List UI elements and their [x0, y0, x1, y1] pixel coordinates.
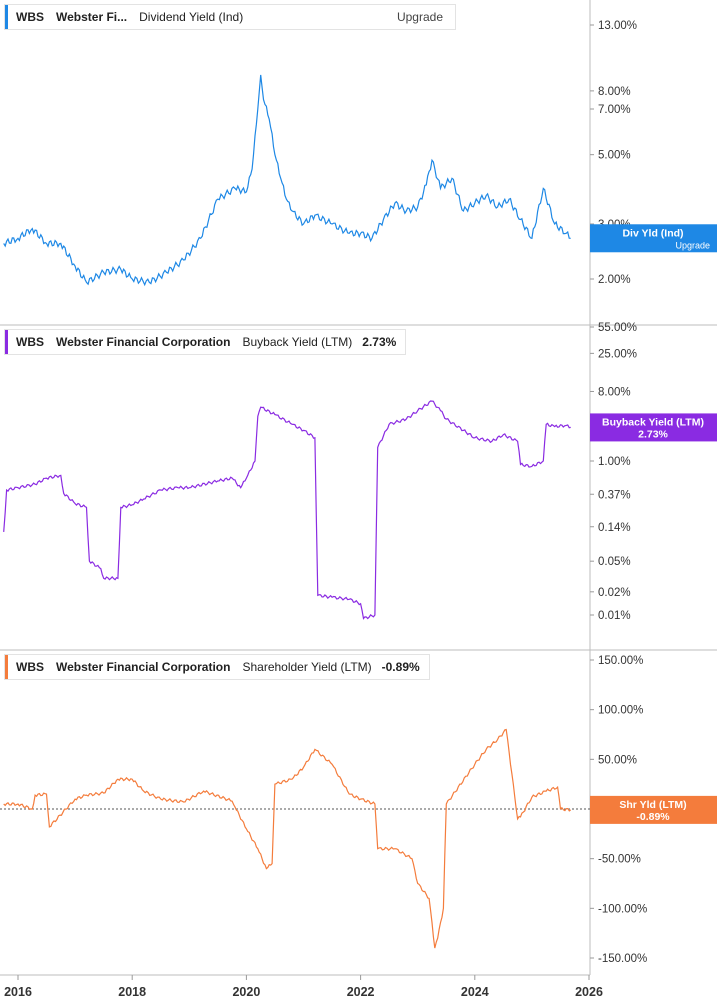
y-tick-label: 0.01% — [598, 610, 631, 622]
y-tick-label: 100.00% — [598, 705, 643, 717]
x-tick-label: 2020 — [232, 985, 260, 999]
y-tick-label: -50.00% — [598, 854, 641, 866]
series-color-bar — [5, 330, 8, 354]
y-tick-label: 7.00% — [598, 104, 631, 116]
metric-name: Shareholder Yield (LTM) — [242, 660, 372, 674]
upgrade-button[interactable]: Upgrade — [396, 10, 443, 24]
y-tick-label: 0.05% — [598, 556, 631, 568]
flag-background — [590, 413, 717, 442]
y-tick-label: 2.00% — [598, 274, 631, 286]
company-name: Webster Financial Corporation — [56, 660, 231, 674]
x-tick-label: 2018 — [118, 985, 146, 999]
series-color-bar — [5, 5, 8, 29]
metric-name: Buyback Yield (LTM) — [242, 335, 353, 349]
last-value-flag: Div Yld (Ind)Upgrade — [590, 224, 717, 253]
ticker-label: WBS — [16, 10, 44, 24]
series-line-3 — [3, 728, 572, 949]
y-tick-label: 150.00% — [598, 655, 643, 667]
company-name: Webster Fi... — [56, 10, 128, 24]
series-group — [3, 728, 572, 949]
flag-label: Div Yld (Ind) — [622, 227, 683, 239]
metric-value: -0.89% — [381, 660, 420, 674]
flag-upgrade: Upgrade — [675, 240, 710, 250]
metric-name: Dividend Yield (Ind) — [139, 10, 244, 24]
legend-panel-3[interactable]: WBS Webster Financial Corporation Shareh… — [4, 654, 430, 680]
flag-background — [590, 224, 717, 253]
flag-value: -0.89% — [636, 811, 670, 823]
ticker-label: WBS — [16, 660, 44, 674]
series-group — [3, 74, 571, 287]
series-group — [3, 400, 571, 620]
legend-panel-2[interactable]: WBS Webster Financial Corporation Buybac… — [4, 329, 406, 355]
y-tick-label: 1.00% — [598, 456, 631, 468]
y-tick-label: 50.00% — [598, 754, 637, 766]
series-color-bar — [5, 655, 8, 679]
metric-value: 2.73% — [362, 335, 397, 349]
x-tick-label: 2022 — [347, 985, 375, 999]
y-tick-label: 8.00% — [598, 86, 631, 98]
y-tick-label: 0.14% — [598, 522, 631, 534]
last-value-flag: Shr Yld (LTM)-0.89% — [590, 795, 717, 824]
y-tick-label: 25.00% — [598, 348, 637, 360]
x-tick-label: 2016 — [4, 985, 32, 999]
y-tick-label: 55.00% — [598, 322, 637, 334]
x-tick-label: 2024 — [461, 985, 489, 999]
series-line-1 — [3, 74, 571, 287]
last-value-flag: Buyback Yield (LTM)2.73% — [590, 413, 717, 442]
y-tick-label: 0.37% — [598, 489, 631, 501]
y-tick-label: 8.00% — [598, 386, 631, 398]
flag-background — [590, 795, 717, 824]
y-tick-label: 0.02% — [598, 587, 631, 599]
y-tick-label: 13.00% — [598, 20, 637, 32]
company-name: Webster Financial Corporation — [56, 335, 231, 349]
y-tick-label: 5.00% — [598, 150, 631, 162]
ticker-label: WBS — [16, 335, 44, 349]
y-tick-label: -150.00% — [598, 953, 647, 965]
x-tick-label: 2026 — [575, 985, 603, 999]
flag-value: 2.73% — [638, 428, 668, 440]
y-tick-label: -100.00% — [598, 903, 647, 915]
legend-panel-1[interactable]: WBS Webster Fi... Dividend Yield (Ind) U… — [4, 4, 456, 30]
flag-label: Shr Yld (LTM) — [619, 799, 686, 811]
flag-label: Buyback Yield (LTM) — [602, 416, 704, 428]
series-line-2 — [3, 400, 571, 620]
